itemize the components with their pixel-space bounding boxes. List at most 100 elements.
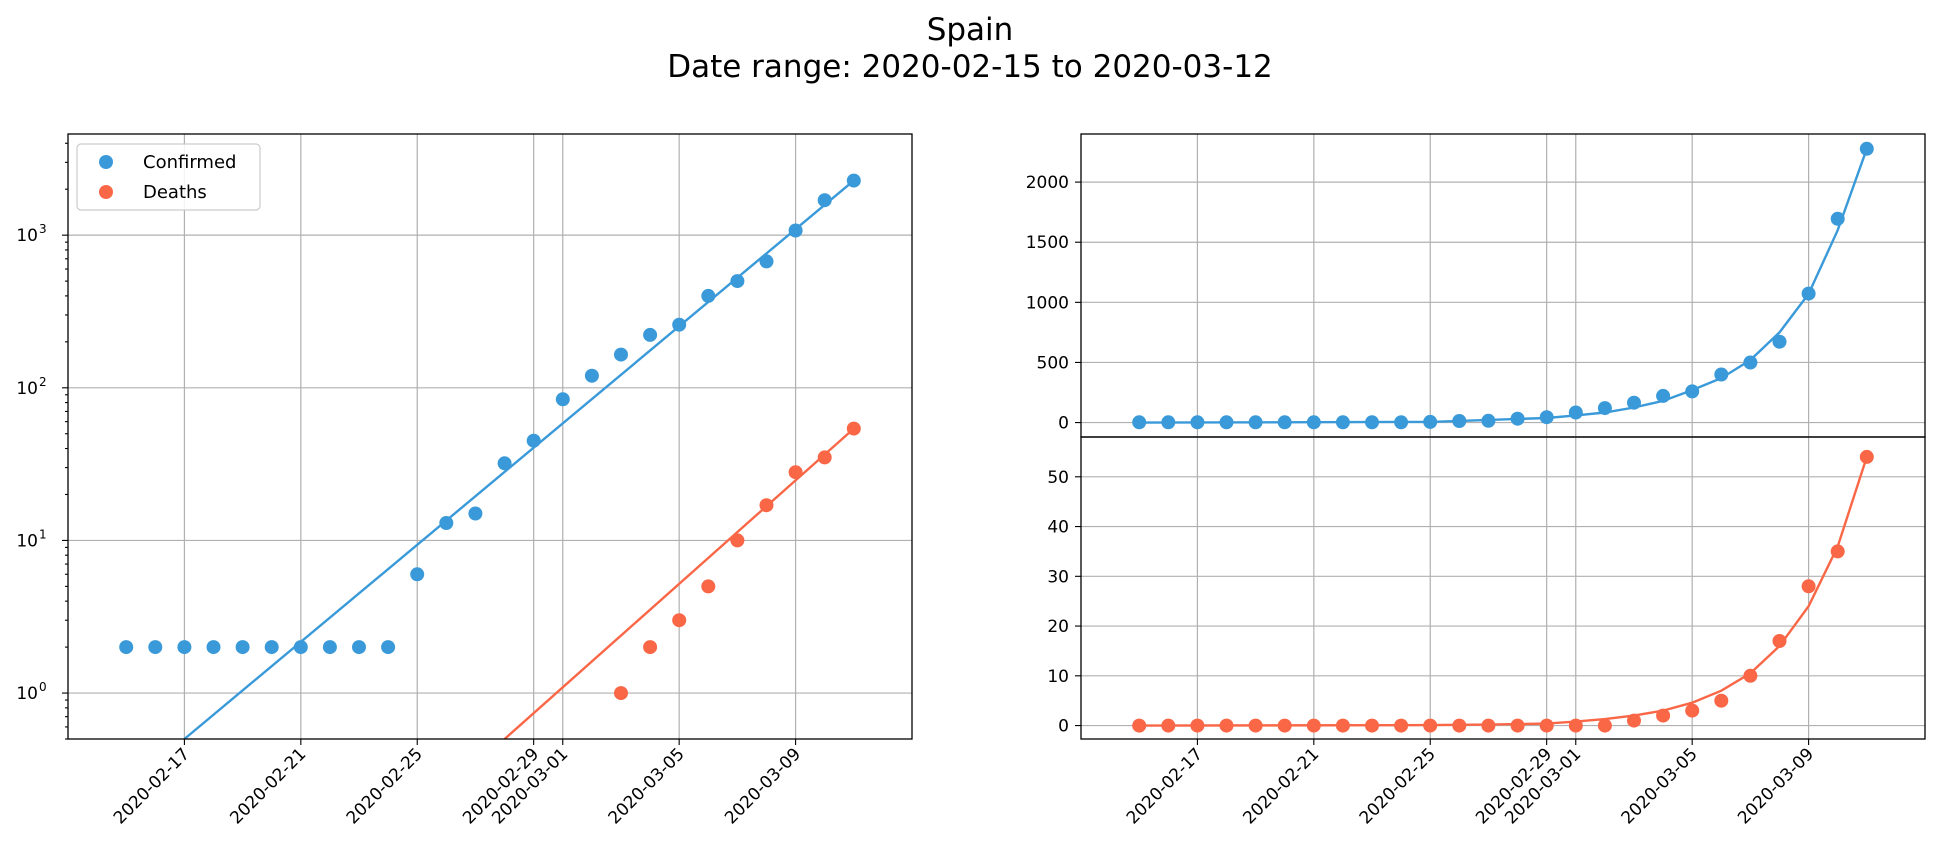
- data-point-deaths: [1452, 718, 1467, 733]
- x-tick-label: 2020-03-09: [721, 744, 805, 828]
- left-log-panel: 2020-02-17 2020-02-21 2020-02-25 2020-02-29…: [16, 133, 913, 828]
- axes-frame: [1080, 133, 1926, 438]
- data-point-confirmed: [1132, 415, 1147, 430]
- data-point-confirmed: [1597, 401, 1612, 416]
- y-tick-label: 1500: [1026, 233, 1069, 253]
- data-point-confirmed: [1743, 355, 1758, 370]
- figure-title: Spain: [927, 12, 1014, 48]
- data-point-confirmed: [177, 640, 192, 655]
- data-point-confirmed: [584, 368, 599, 383]
- data-point-confirmed: [1859, 141, 1874, 156]
- data-point-deaths: [1306, 718, 1321, 733]
- figure-subtitle: Date range: 2020-02-15 to 2020-03-12: [667, 49, 1273, 85]
- data-point-confirmed: [817, 193, 832, 208]
- data-point-deaths: [788, 465, 803, 480]
- data-point-confirmed: [439, 516, 454, 530]
- y-tick-exponent: 2: [39, 375, 47, 389]
- data-point-deaths: [1248, 718, 1263, 733]
- data-point-confirmed: [381, 640, 396, 655]
- fit-line-deaths: [503, 427, 855, 739]
- data-point-confirmed: [701, 288, 716, 303]
- y-tick-label: 10: [1047, 667, 1069, 687]
- data-point-confirmed: [788, 223, 803, 238]
- data-point-deaths: [1132, 718, 1147, 733]
- data-point-confirmed: [526, 433, 541, 448]
- data-point-confirmed: [1219, 415, 1234, 430]
- legend: Confirmed Deaths: [76, 143, 261, 211]
- data-point-deaths: [614, 686, 628, 701]
- y-tick-label: 2000: [1026, 173, 1069, 193]
- data-point-deaths: [1627, 713, 1641, 728]
- legend-frame: [76, 143, 261, 211]
- data-point-confirmed: [235, 640, 250, 655]
- data-point-deaths: [1656, 708, 1671, 723]
- data-point-deaths: [672, 613, 687, 628]
- data-point-deaths: [1539, 718, 1554, 733]
- legend-label-confirmed: Confirmed: [143, 152, 236, 173]
- data-point-confirmed: [1335, 415, 1350, 430]
- data-point-confirmed: [119, 640, 134, 655]
- y-tick-label: 10: [16, 226, 38, 246]
- y-tick-label: 50: [1047, 468, 1069, 488]
- data-layer: [1132, 449, 1874, 733]
- data-point-confirmed: [1801, 286, 1816, 301]
- data-point-deaths: [1772, 634, 1787, 648]
- data-point-deaths: [1685, 703, 1700, 718]
- fit-line-confirmed: [183, 179, 855, 739]
- data-point-confirmed: [1714, 367, 1729, 382]
- data-point-deaths: [1219, 718, 1234, 733]
- data-point-deaths: [1365, 718, 1379, 733]
- data-point-confirmed: [497, 456, 512, 471]
- data-point-confirmed: [1248, 415, 1263, 430]
- y-tick-label: 0: [1058, 717, 1069, 737]
- x-tick-label: 2020-02-21: [226, 744, 310, 828]
- data-point-confirmed: [614, 347, 628, 362]
- data-point-confirmed: [1685, 384, 1700, 399]
- data-point-confirmed: [468, 506, 483, 521]
- y-tick-exponent: 1: [39, 527, 47, 541]
- x-tick-label: 2020-02-17: [110, 744, 194, 828]
- x-tick-label: 2020-02-25: [343, 744, 427, 828]
- y-tick-label: 0: [1058, 414, 1069, 434]
- y-tick-exponent: 3: [39, 222, 47, 236]
- data-layer: [119, 173, 861, 739]
- data-point-deaths: [1277, 718, 1292, 733]
- data-point-confirmed: [1161, 415, 1176, 430]
- x-tick-label: 2020-02-17: [1123, 744, 1207, 828]
- data-point-deaths: [1161, 718, 1176, 733]
- data-point-deaths: [643, 640, 658, 655]
- data-point-deaths: [1801, 579, 1816, 594]
- axes-frame: [1080, 436, 1926, 740]
- data-point-confirmed: [293, 640, 308, 655]
- right-bottom-deaths-panel: 2020-02-17 2020-02-21 2020-02-25 2020-02-29…: [1047, 436, 1926, 828]
- legend-label-deaths: Deaths: [143, 182, 207, 203]
- y-tick-label: 500: [1037, 353, 1069, 373]
- x-tick-label: 2020-03-05: [605, 744, 689, 828]
- data-layer: [1132, 141, 1874, 430]
- y-tick-label: 20: [1047, 617, 1069, 637]
- data-point-deaths: [1510, 718, 1525, 733]
- data-point-deaths: [1743, 668, 1758, 683]
- x-tick-label: 2020-02-21: [1239, 744, 1323, 828]
- data-point-deaths: [1190, 718, 1205, 733]
- data-point-deaths: [1597, 718, 1612, 733]
- legend-marker-deaths: [99, 185, 113, 199]
- data-point-confirmed: [846, 173, 861, 188]
- data-point-confirmed: [352, 640, 366, 655]
- axes-frame: [67, 133, 913, 740]
- x-tick-label: 2020-02-25: [1356, 744, 1440, 828]
- data-point-deaths: [817, 450, 832, 465]
- data-point-deaths: [1423, 718, 1438, 733]
- data-point-deaths: [730, 533, 745, 548]
- fit-line-confirmed: [1139, 148, 1868, 424]
- data-point-confirmed: [1306, 415, 1321, 430]
- data-point-confirmed: [1510, 411, 1525, 426]
- data-point-confirmed: [1481, 413, 1496, 428]
- y-tick-label: 1000: [1026, 293, 1069, 313]
- data-point-confirmed: [643, 327, 658, 342]
- data-point-confirmed: [1656, 388, 1671, 403]
- data-point-confirmed: [1539, 410, 1554, 425]
- legend-marker-confirmed: [99, 155, 113, 169]
- data-point-confirmed: [1277, 415, 1292, 430]
